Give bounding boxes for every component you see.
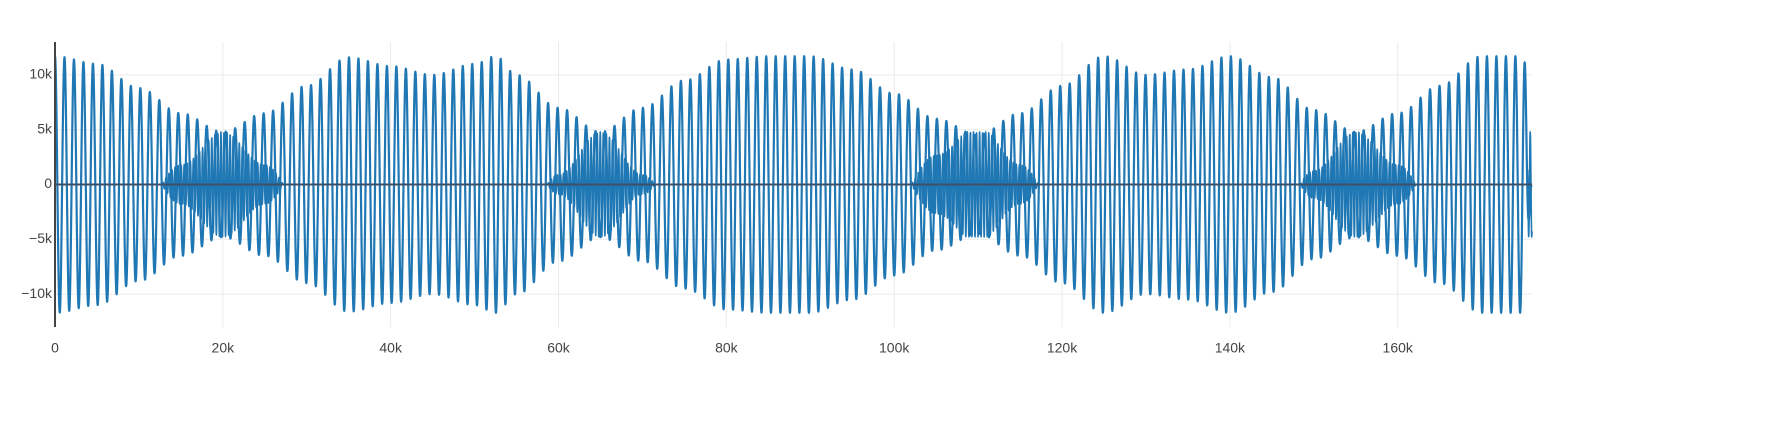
axes [54,42,1532,327]
y-tick-label: 10k [29,66,53,82]
y-tick-labels: 10k 5k 0 −5k −10k [21,66,53,301]
y-tick-label: −10k [21,285,53,301]
x-tick-label: 20k [212,339,236,355]
x-tick-label: 0 [51,339,59,355]
x-tick-label: 100k [879,339,910,355]
x-tick-label: 160k [1383,339,1414,355]
x-tick-label: 40k [379,339,403,355]
y-tick-label: 5k [37,120,53,136]
x-tick-label: 60k [547,339,571,355]
y-tick-label: −5k [29,230,53,246]
series-line [53,55,1533,314]
x-tick-label: 80k [715,339,739,355]
x-tick-label: 120k [1047,339,1078,355]
y-tick-label: 0 [44,175,52,191]
x-tick-labels: 0 20k 40k 60k 80k 100k 120k 140k 160k [51,339,1414,355]
x-tick-label: 140k [1215,339,1246,355]
